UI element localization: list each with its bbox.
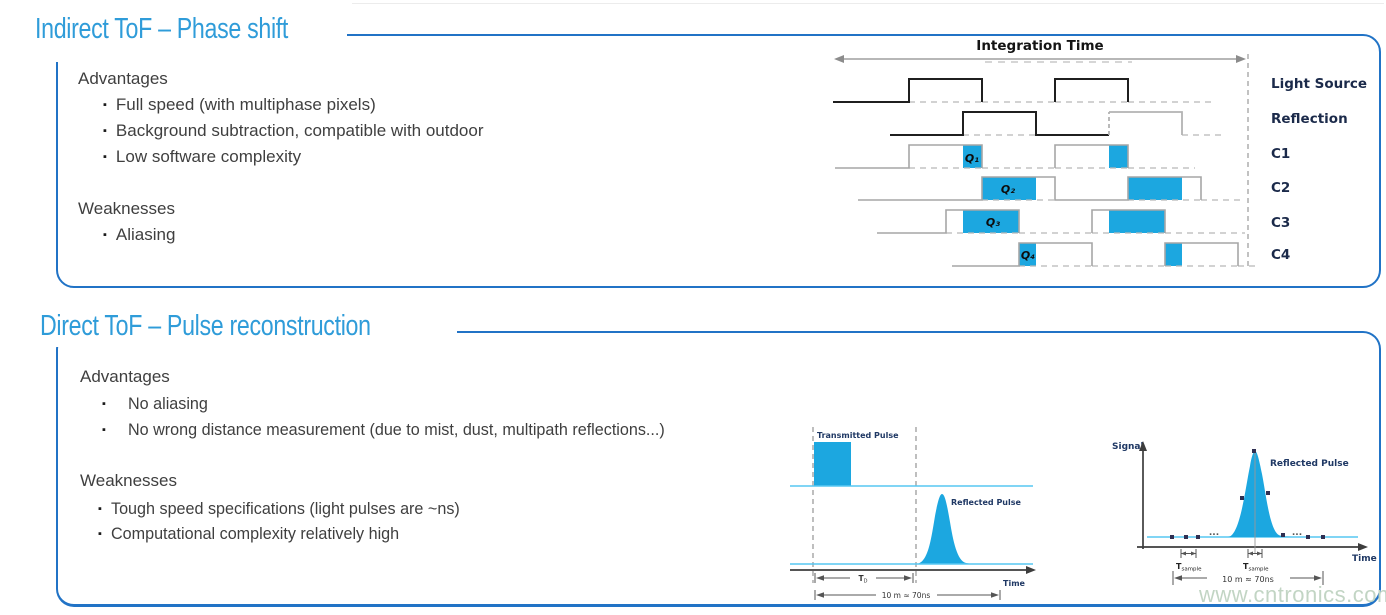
integration-time-label: Integration Time (976, 38, 1103, 54)
indirect-tof-panel (56, 34, 1381, 288)
t-sample-label-left: Tsample (1176, 562, 1202, 573)
ellipsis-right: ... (1292, 528, 1302, 538)
list-item: ▪ Computational complexity relatively hig… (98, 524, 414, 544)
row-label-light-source: Light Source (1271, 76, 1367, 92)
signal-axis-label: Signal (1112, 442, 1144, 452)
gate-waveforms (835, 144, 1239, 267)
reflected-pulse (1228, 451, 1292, 537)
dashed-baselines (909, 101, 1258, 267)
row-label-c3: C3 (1271, 215, 1290, 231)
light-source-waveform (833, 78, 1129, 103)
row-label-reflection: Reflection (1271, 111, 1348, 127)
distance-label: 10 m ≈ 70ns (882, 591, 931, 600)
integration-time-arrow (834, 55, 1246, 63)
delay-guides (812, 427, 917, 583)
advantage-item: Full speed (with multiphase pixels) (115, 95, 376, 114)
weaknesses-label-1: Weaknesses (78, 199, 176, 218)
t-sample-measure-left (1180, 549, 1197, 558)
bullet-icon: ▪ (103, 99, 107, 111)
bullet-icon: ▪ (102, 398, 106, 410)
watermark: www.cntronics.com (1199, 582, 1386, 607)
t-sample-label-center: Tsample (1243, 562, 1269, 573)
row-label-c4: C4 (1271, 247, 1290, 263)
row-label-c2: C2 (1271, 180, 1290, 196)
top-edge-hairline (352, 3, 1384, 4)
bullet-icon: ▪ (103, 125, 107, 137)
t-sample-measure-center (1247, 549, 1263, 558)
advantage-item: Background subtraction, compatible with … (115, 121, 484, 140)
q-charge-labels: Q₁ Q₂ Q₃ Q₄ (965, 152, 1035, 262)
time-axis-label: Time (1003, 579, 1026, 588)
reflection-waveform (890, 111, 1183, 136)
bullet-icon: ▪ (98, 503, 102, 515)
weakness-item: Computational complexity relatively high (110, 524, 400, 543)
direct-tof-panel (56, 331, 1381, 607)
q2-label: Q₂ (1001, 183, 1015, 196)
reflected-pulse-label: Reflected Pulse (1270, 459, 1349, 469)
reflected-pulse (916, 494, 980, 564)
list-item: ▪ Tough speed specifications (light pulse… (98, 499, 478, 519)
bullet-icon: ▪ (103, 151, 107, 163)
list-item: ▪ Aliasing (103, 225, 175, 245)
weaknesses-label-2: Weaknesses (80, 471, 178, 490)
time-axis-label: Time (1352, 554, 1377, 564)
advantage-item: No aliasing (127, 394, 208, 413)
signal-axis (1137, 441, 1368, 551)
ellipsis-left: ... (1209, 528, 1219, 538)
weakness-item: Aliasing (115, 225, 176, 244)
advantage-item: No wrong distance measurement (due to mi… (127, 420, 665, 439)
pulse-sampling-diagram: Signal Time Reflected Pulse ... ... Tsam… (1112, 441, 1377, 585)
heading-mask-1 (0, 0, 347, 62)
bullet-icon: ▪ (98, 528, 102, 540)
list-item: ▪ No wrong distance measurement (due to m… (102, 420, 693, 440)
delay-label: TD (859, 574, 868, 585)
timing-row-labels: Light Source Reflection C1 C2 C3 C4 (1271, 76, 1367, 263)
charge-regions (963, 145, 1182, 266)
q3-label: Q₃ (986, 216, 1000, 229)
weakness-item: Tough speed specifications (light pulses… (110, 499, 460, 518)
list-item: ▪ No aliasing (102, 394, 212, 414)
transmitted-pulse-label: Transmitted Pulse (817, 431, 899, 440)
reflected-pulse-label: Reflected Pulse (951, 498, 1022, 507)
delay-measure (814, 573, 914, 583)
list-item: ▪ Full speed (with multiphase pixels) (103, 95, 376, 115)
q4-label: Q₄ (1021, 249, 1035, 262)
advantage-item: Low software complexity (115, 147, 302, 166)
sample-points (1170, 449, 1325, 539)
row-label-c1: C1 (1271, 146, 1290, 162)
q1-label: Q₁ (965, 152, 979, 165)
advantages-label-2: Advantages (80, 367, 170, 386)
transmitted-pulse (814, 442, 851, 486)
list-item: ▪ Background subtraction, compatible with… (103, 121, 484, 141)
distance-label: 10 m ≈ 70ns (1222, 575, 1274, 584)
advantages-label-1: Advantages (78, 69, 168, 88)
bullet-icon: ▪ (102, 424, 106, 436)
section-title-indirect-tof: Indirect ToF – Phase shift (35, 13, 289, 45)
distance-measure (1172, 571, 1324, 585)
bullet-icon: ▪ (103, 229, 107, 241)
section-title-direct-tof: Direct ToF – Pulse reconstruction (40, 310, 371, 342)
distance-measure (814, 590, 1001, 600)
pulse-delay-diagram: Transmitted Pulse Reflected Pulse Time T… (790, 427, 1036, 600)
time-axis (790, 566, 1036, 574)
phase-timing-diagram: Integration Time Q₁ Q₂ Q₃ Q₄ (833, 38, 1367, 268)
list-item: ▪ Low software complexity (103, 147, 301, 167)
heading-mask-2 (0, 297, 457, 347)
